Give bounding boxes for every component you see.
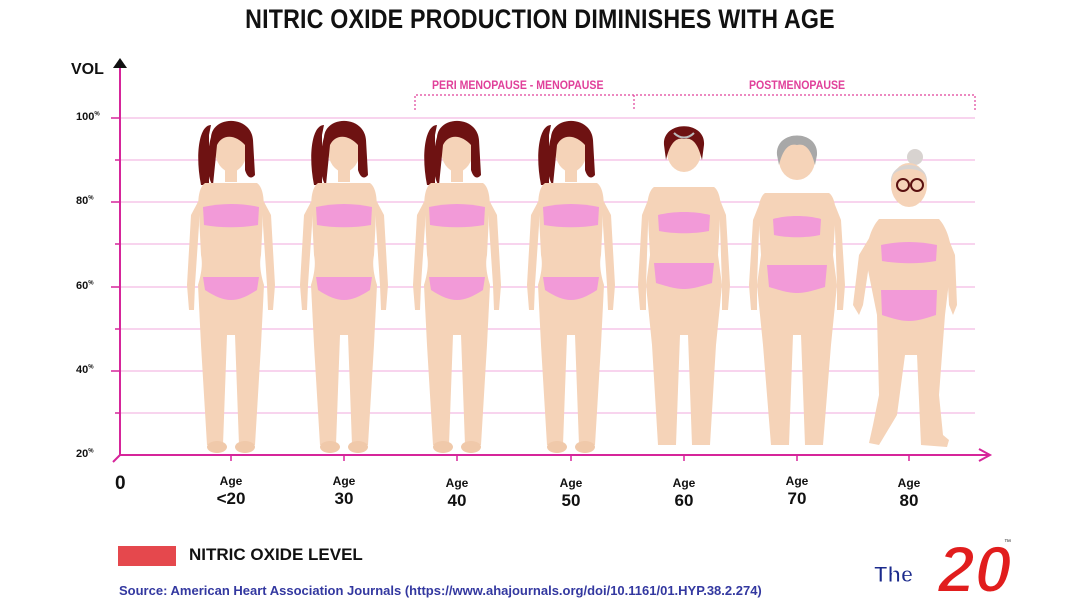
x-axis bbox=[112, 448, 993, 463]
legend-swatch bbox=[118, 546, 176, 566]
y-axis-arrow-icon bbox=[113, 58, 127, 68]
phase-label-peri-menopause: PERI MENOPAUSE - MENOPAUSE bbox=[432, 78, 604, 92]
figure-age-50 bbox=[527, 120, 615, 453]
the-20-logo: 20 The ™ bbox=[874, 534, 1013, 600]
phase-label-postmenopause: POSTMENOPAUSE bbox=[749, 78, 846, 92]
figure-age-80 bbox=[853, 149, 957, 447]
logo-tm: ™ bbox=[1004, 539, 1011, 546]
x-tick-30: Age 30 bbox=[332, 474, 356, 508]
figure-age-70 bbox=[749, 135, 845, 445]
y-axis-label: VOL bbox=[71, 61, 104, 78]
y-tick-80: 80% bbox=[76, 195, 94, 207]
figure-age-30 bbox=[300, 120, 388, 453]
x-tick-80: Age 80 bbox=[897, 476, 921, 510]
x-tick-40: Age 40 bbox=[445, 476, 469, 510]
logo-prefix: The bbox=[874, 562, 913, 587]
x-tick-60: Age 60 bbox=[672, 476, 696, 510]
x-tick-under-20: Age <20 bbox=[216, 474, 246, 508]
source-citation: Source: American Heart Association Journ… bbox=[119, 583, 762, 598]
x-axis-origin: 0 bbox=[115, 473, 126, 494]
phase-brackets bbox=[414, 94, 976, 110]
figure-age-40 bbox=[413, 120, 501, 453]
x-tick-50: Age 50 bbox=[559, 476, 583, 510]
y-tick-100: 100% bbox=[76, 111, 100, 123]
figure-age-60 bbox=[638, 126, 730, 445]
y-tick-60: 60% bbox=[76, 280, 94, 292]
figure-age-under-20 bbox=[187, 120, 275, 453]
chart-title: NITRIC OXIDE PRODUCTION DIMINISHES WITH … bbox=[245, 4, 835, 34]
y-tick-40: 40% bbox=[76, 364, 94, 376]
x-tick-70: Age 70 bbox=[785, 474, 809, 508]
logo-number: 20 bbox=[936, 534, 1012, 600]
y-tick-20: 20% bbox=[76, 448, 94, 460]
legend-label: NITRIC OXIDE LEVEL bbox=[189, 545, 363, 564]
